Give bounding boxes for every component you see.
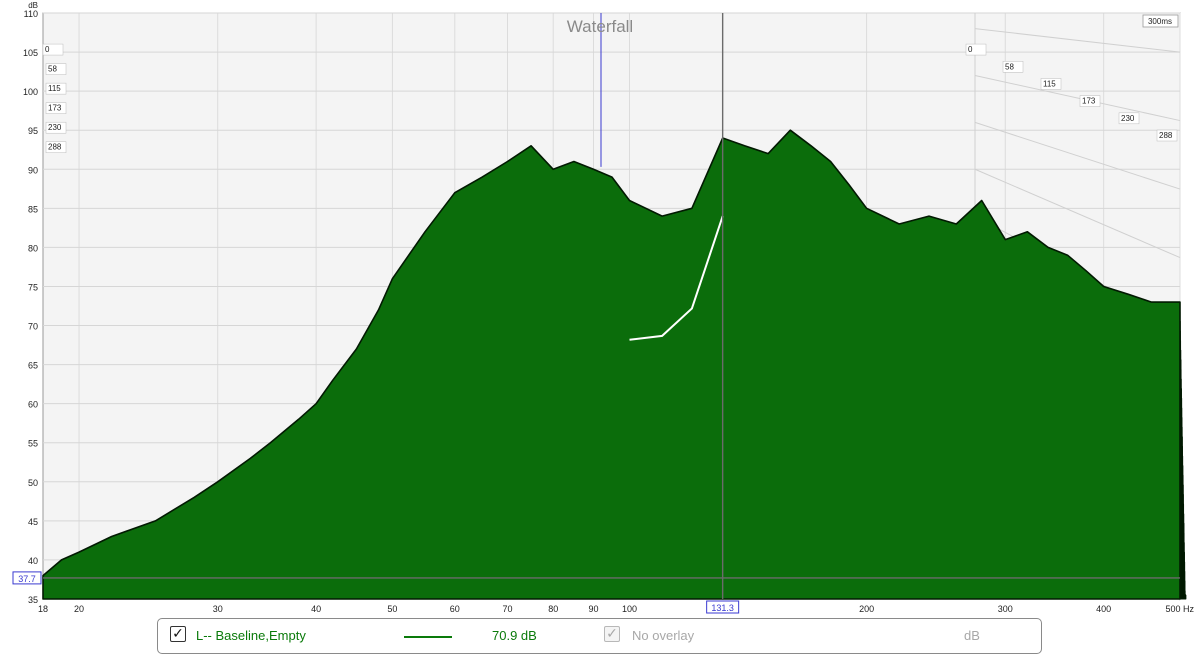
highlighted-edge xyxy=(629,215,724,341)
cursor-x-readout: 131.3 xyxy=(706,600,740,614)
y-tick-label: 45 xyxy=(28,517,38,527)
time-slice-text: 173 xyxy=(48,104,62,113)
time-slice-label-left: 288 xyxy=(45,141,67,153)
time-slice-label-right: 173 xyxy=(1079,95,1101,107)
perspective-line xyxy=(974,168,1181,259)
y-tick-label: 110 xyxy=(24,9,38,19)
time-slice-label-right: 115 xyxy=(1040,78,1062,90)
unit-label: dB xyxy=(964,628,980,643)
time-slice-text: 0 xyxy=(45,45,50,54)
x-tick-label: 500 Hz xyxy=(1165,604,1194,614)
y-tick-label: 85 xyxy=(28,204,38,214)
chart-title: Waterfall xyxy=(567,17,633,36)
overlay-label: No overlay xyxy=(632,628,695,643)
x-tick-label: 80 xyxy=(548,604,558,614)
x-tick-label: 20 xyxy=(74,604,84,614)
time-slice-label-left: 115 xyxy=(45,82,67,95)
time-slice-label-right: 58 xyxy=(1002,61,1024,73)
y-tick-label: 70 xyxy=(28,322,38,332)
y-tick-label: 50 xyxy=(28,478,38,488)
cursor-x-text: 131.3 xyxy=(711,603,734,613)
x-tick-label: 50 xyxy=(387,604,397,614)
perspective-line xyxy=(974,121,1181,190)
time-slice-text: 288 xyxy=(48,143,62,152)
time-slice-text: 115 xyxy=(1043,79,1056,88)
perspective-line xyxy=(974,75,1181,122)
time-slice-text: 173 xyxy=(1082,97,1096,106)
time-slice-label-right: 230 xyxy=(1118,112,1140,125)
y-tick-label: 100 xyxy=(23,87,38,97)
y-tick-label: 35 xyxy=(28,595,38,605)
time-end-label: 300ms xyxy=(1142,14,1179,28)
x-tick-label: 18 xyxy=(38,604,48,614)
time-slice-text: 288 xyxy=(1159,131,1173,140)
cursor-y-readout: 37.7 xyxy=(12,571,42,585)
time-slice-label-left: 230 xyxy=(45,121,67,134)
y-tick-label: 40 xyxy=(28,556,38,566)
time-end-text: 300ms xyxy=(1148,17,1172,26)
y-tick-label: 55 xyxy=(28,439,38,449)
series-value: 70.9 dB xyxy=(492,628,537,643)
y-tick-label: 65 xyxy=(28,361,38,371)
perspective-line xyxy=(974,28,1181,53)
x-tick-label: 40 xyxy=(311,604,321,614)
y-unit-label: dB xyxy=(28,1,38,10)
time-slice-text: 115 xyxy=(48,84,61,93)
x-tick-label: 400 xyxy=(1096,604,1111,614)
time-slice-text: 58 xyxy=(48,65,57,74)
cursor-y-text: 37.7 xyxy=(18,574,36,584)
time-slice-label-left: 173 xyxy=(45,102,67,114)
x-tick-label: 90 xyxy=(588,604,598,614)
y-tick-label: 60 xyxy=(28,400,38,410)
x-tick-label: 300 xyxy=(998,604,1013,614)
series-line-swatch xyxy=(404,636,452,638)
time-slice-label-right: 0 xyxy=(965,43,987,56)
x-tick-label: 70 xyxy=(503,604,513,614)
x-tick-label: 30 xyxy=(213,604,223,614)
series-label: L-- Baseline,Empty xyxy=(196,628,306,643)
y-tick-label: 80 xyxy=(28,243,38,253)
time-slice-text: 230 xyxy=(1121,114,1135,123)
cursor-overlay[interactable]: 131.3 37.7 xyxy=(12,13,1180,614)
y-tick-label: 75 xyxy=(28,282,38,292)
y-tick-label: 95 xyxy=(28,126,38,136)
x-tick-label: 60 xyxy=(450,604,460,614)
overlay-checkbox[interactable]: ✓ xyxy=(604,626,620,642)
x-tick-label: 200 xyxy=(859,604,874,614)
waterfall-chart[interactable]: 131.337.7 354045505560657075808590951001… xyxy=(0,0,1200,618)
y-tick-label: 90 xyxy=(28,165,38,175)
time-slice-text: 0 xyxy=(968,45,973,54)
time-slice-label-left: 58 xyxy=(45,63,67,75)
waterfall-slice xyxy=(42,129,1181,600)
waterfall-surface xyxy=(42,129,1187,600)
time-slice-text: 230 xyxy=(48,123,62,132)
x-tick-label: 100 xyxy=(622,604,637,614)
time-slice-text: 58 xyxy=(1005,62,1014,71)
y-tick-label: 105 xyxy=(23,48,38,58)
legend: ✓ L-- Baseline,Empty 70.9 dB ✓ No overla… xyxy=(157,618,1042,654)
time-slice-label-left: 0 xyxy=(42,43,64,56)
series-checkbox[interactable]: ✓ xyxy=(170,626,186,642)
time-slice-label-right: 288 xyxy=(1156,129,1178,142)
